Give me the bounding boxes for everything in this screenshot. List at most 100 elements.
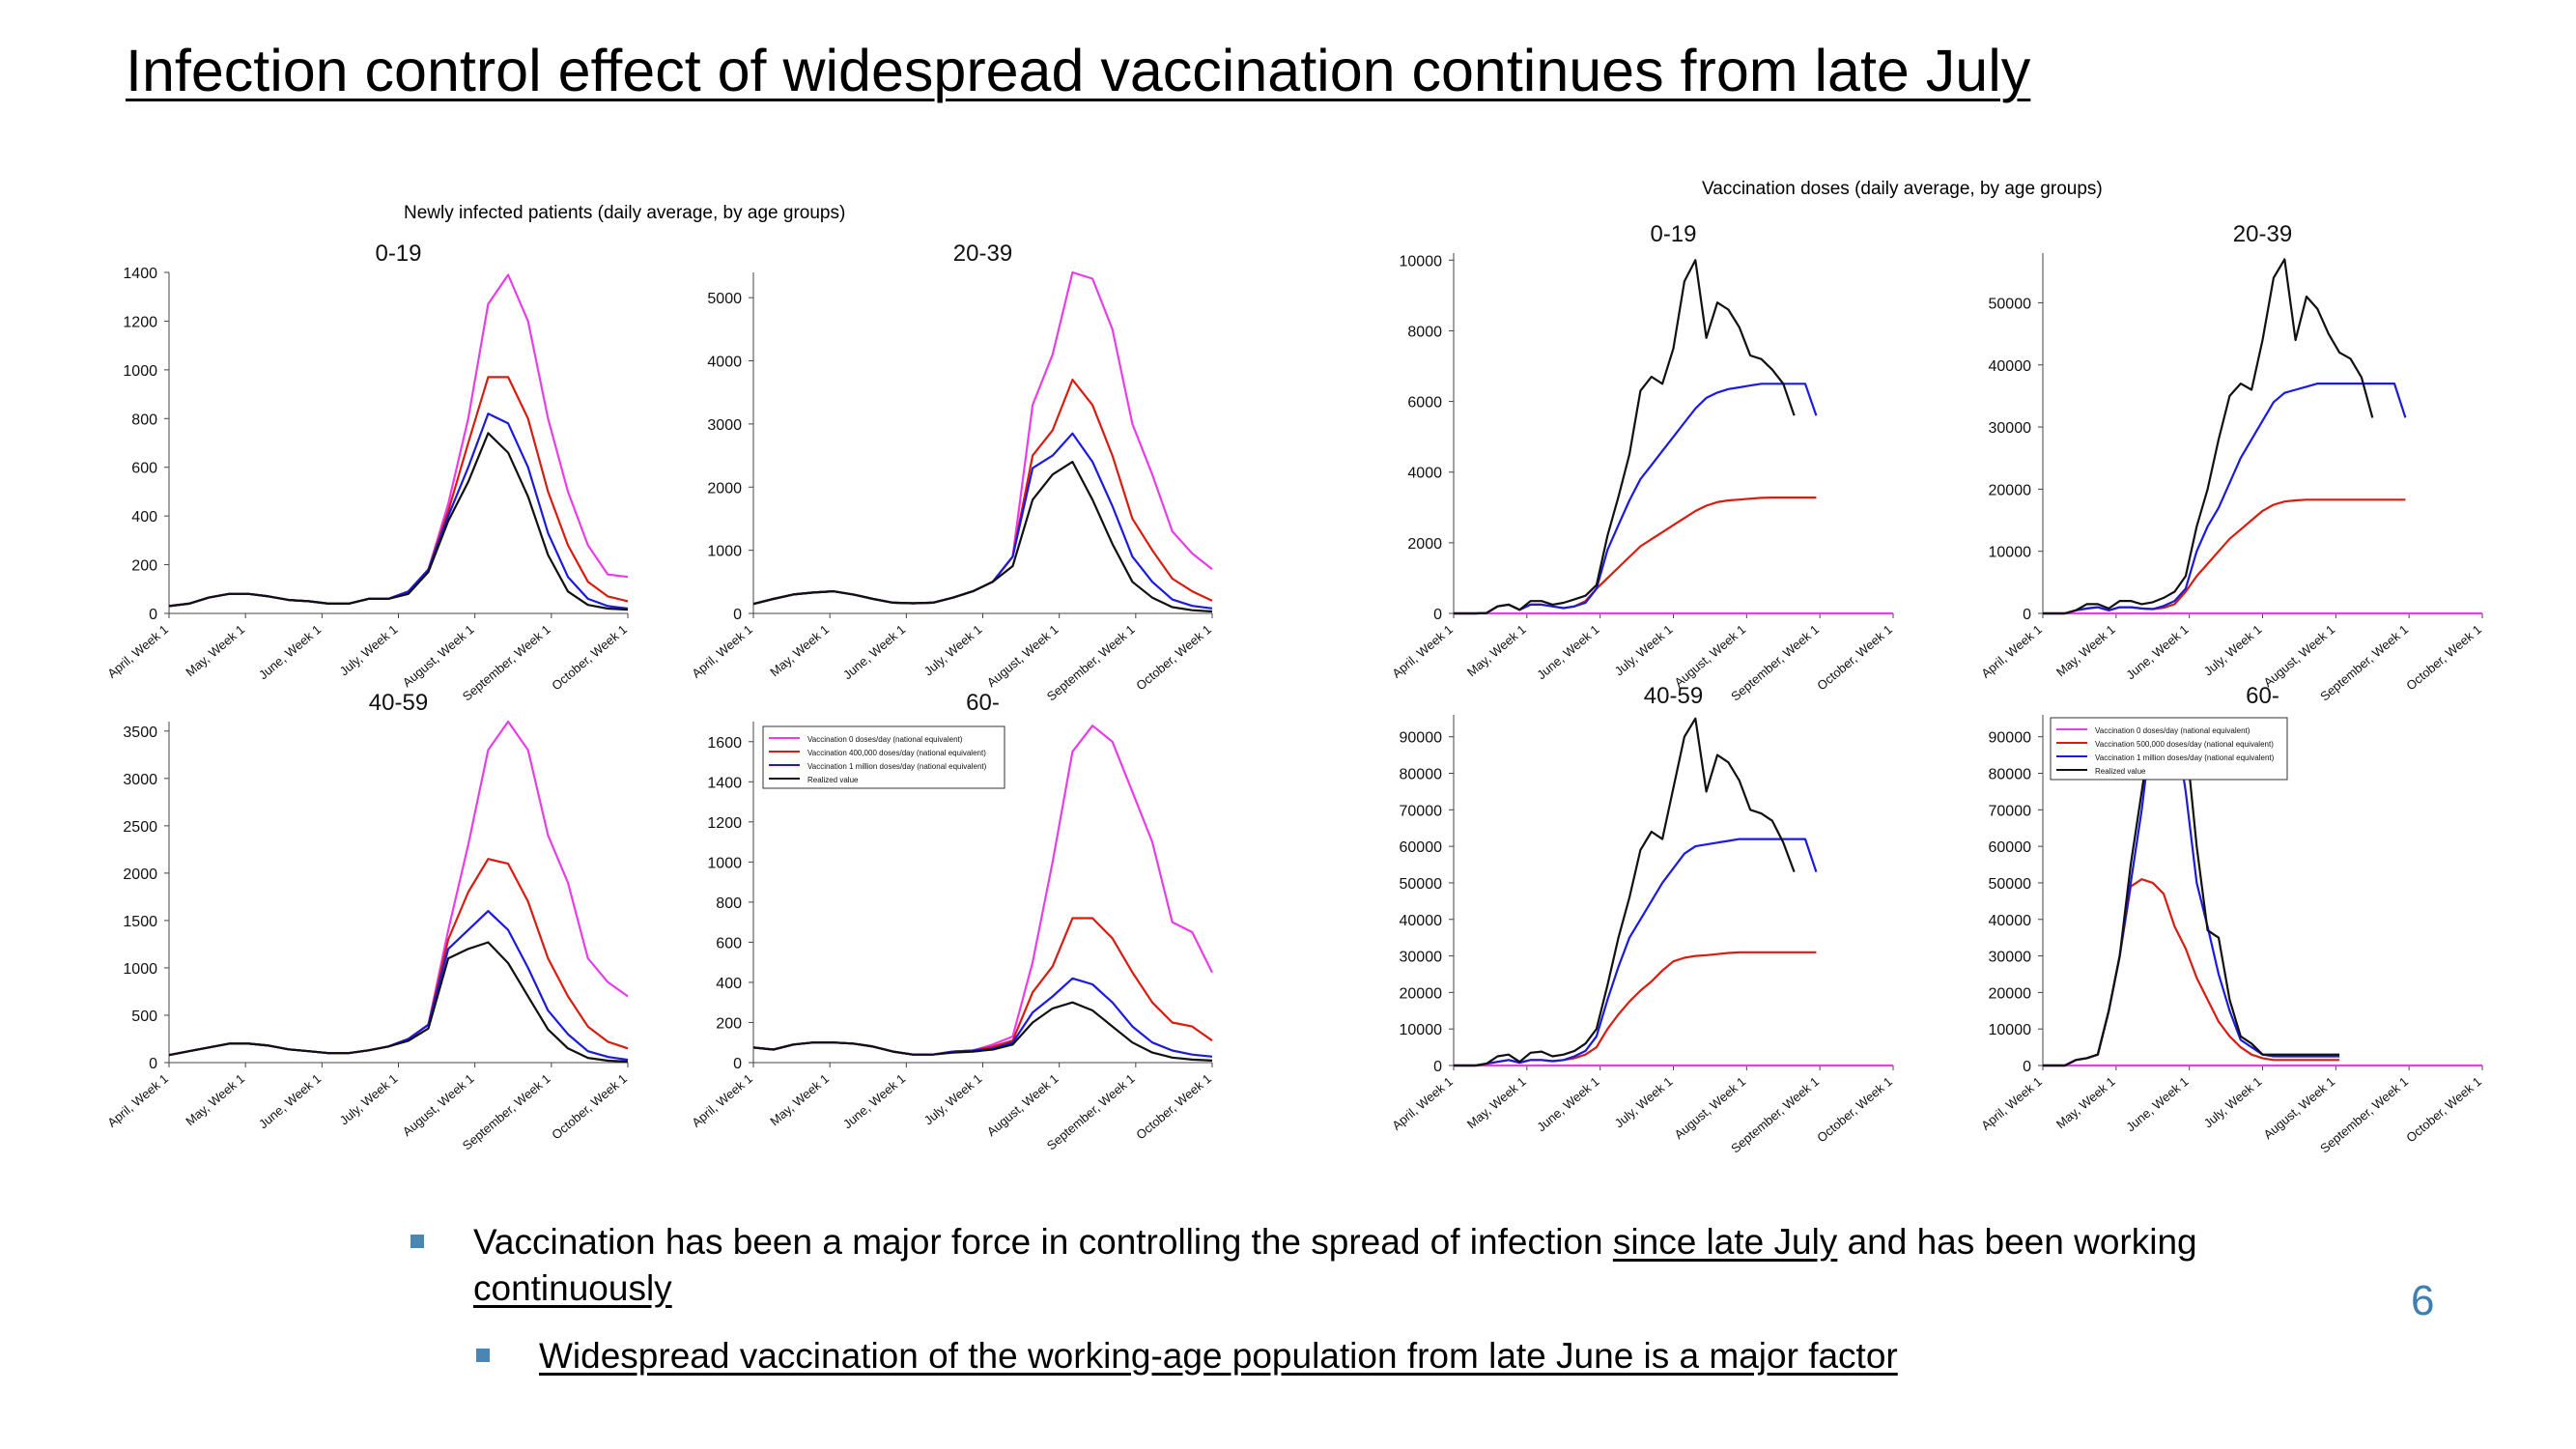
y-tick-label: 600 (131, 461, 157, 477)
x-tick-label: April, Week 1 (689, 1071, 755, 1130)
x-tick-label: October, Week 1 (1814, 1074, 1895, 1146)
y-tick-label: 4000 (707, 355, 742, 371)
slide-title: Infection control effect of widespread v… (126, 38, 2031, 103)
x-tick-label: April, Week 1 (1389, 1074, 1456, 1133)
panel-title: 0-19 (1650, 221, 1696, 247)
legend-label: Vaccination 1 million doses/day (nationa… (807, 762, 987, 771)
series-line (168, 720, 629, 1057)
bullet-list: Vaccination has been a major force in co… (410, 1219, 2246, 1379)
series-line (2043, 383, 2407, 615)
x-tick-label: August, Week 1 (1671, 1074, 1748, 1142)
bullet-main: Vaccination has been a major force in co… (410, 1219, 2246, 1312)
y-tick-label: 0 (2023, 1059, 2031, 1075)
series-line (1454, 838, 1818, 1067)
y-tick-label: 1000 (707, 544, 742, 560)
series-line (168, 376, 629, 608)
y-tick-label: 1000 (707, 855, 742, 871)
x-tick-label: May, Week 1 (1464, 1074, 1529, 1131)
y-tick-label: 400 (716, 976, 742, 992)
y-tick-label: 5000 (707, 291, 742, 307)
series-line (168, 910, 629, 1062)
y-tick-label: 30000 (1400, 950, 1443, 966)
legend-label: Vaccination 1 million doses/day (nationa… (2095, 753, 2275, 762)
y-tick-label: 20000 (1989, 482, 2032, 498)
y-tick-label: 8000 (1407, 324, 1442, 340)
y-tick-label: 40000 (1989, 913, 2032, 929)
panel-title: 0-19 (375, 241, 421, 267)
series-line (168, 858, 629, 1057)
y-tick-label: 3000 (123, 772, 157, 788)
infections-chart-60-plus: 60- 0 200 400 600 800 1000 1200 1400 1600 April, W… (689, 690, 1214, 1153)
vaccination-chart-60-plus: 60- 0 10000 20000 30000 40000 50000 60000 70000 8… (1978, 683, 2484, 1156)
y-tick-label: 0 (1433, 607, 1442, 623)
y-tick-label: 1400 (707, 775, 742, 791)
y-tick-label: 10000 (1989, 1022, 2032, 1038)
y-tick-label: 4000 (1407, 466, 1442, 482)
x-tick-label: July, Week 1 (337, 622, 401, 679)
y-tick-label: 10000 (1400, 253, 1443, 270)
x-tick-label: April, Week 1 (1978, 1074, 2045, 1133)
y-tick-label: 0 (733, 1056, 742, 1072)
x-tick-label: May, Week 1 (183, 622, 247, 679)
x-tick-label: April, Week 1 (104, 622, 171, 681)
x-tick-label: June, Week 1 (840, 1071, 908, 1131)
infections-chart-0-19: 0-19 0 200 400 600 800 1000 1200 1400 April, Week… (104, 241, 630, 704)
y-tick-label: 1000 (123, 961, 157, 978)
series-line (2043, 498, 2406, 615)
series-line (168, 412, 629, 611)
bullet-text: Vaccination has been a major force in co… (473, 1222, 1613, 1262)
y-tick-label: 80000 (1400, 767, 1443, 783)
series-line (752, 1001, 1213, 1062)
bullet-text-underlined: since late July (1612, 1222, 1838, 1262)
panel-title: 60- (2246, 683, 2279, 709)
y-tick-label: 2500 (123, 819, 157, 836)
x-tick-label: June, Week 1 (840, 622, 908, 682)
infections-group-title: Newly infected patients (daily average, … (404, 203, 846, 223)
panel-title: 20-39 (2233, 221, 2292, 247)
panel-title: 40-59 (1644, 683, 1703, 709)
x-tick-label: August, Week 1 (984, 1071, 1062, 1139)
y-tick-label: 40000 (1400, 913, 1443, 929)
x-tick-label: April, Week 1 (1389, 622, 1456, 681)
y-tick-label: 70000 (1400, 803, 1443, 819)
bullet-square-icon (410, 1235, 424, 1248)
y-tick-label: 3000 (707, 417, 742, 434)
y-tick-label: 10000 (1400, 1022, 1443, 1038)
legend-label: Vaccination 0 doses/day (national equiva… (2095, 726, 2250, 735)
series-line (1454, 497, 1817, 615)
vaccination-chart-40-59: 40-59 0 10000 20000 30000 40000 50000 60000 7000… (1389, 683, 1895, 1156)
y-tick-label: 6000 (1407, 395, 1442, 412)
series-line (752, 461, 1213, 613)
y-tick-label: 500 (131, 1009, 157, 1025)
x-tick-label: May, Week 1 (2053, 622, 2118, 679)
x-tick-label: June, Week 1 (1534, 1074, 1601, 1134)
x-tick-label: October, Week 1 (1133, 1071, 1214, 1143)
y-tick-label: 3500 (123, 724, 157, 741)
x-tick-label: June, Week 1 (256, 1071, 324, 1131)
y-tick-label: 0 (149, 607, 157, 623)
x-tick-label: May, Week 1 (767, 1071, 832, 1128)
x-tick-label: April, Week 1 (104, 1071, 171, 1130)
x-tick-label: July, Week 1 (2201, 1074, 2265, 1131)
y-tick-label: 20000 (1989, 985, 2032, 1002)
legend-label: Vaccination 400,000 doses/day (national … (807, 749, 986, 757)
y-tick-label: 90000 (1989, 730, 2032, 747)
x-tick-label: August, Week 1 (984, 622, 1062, 690)
infections-chart-40-59: 40-59 0 500 1000 1500 2000 2500 3000 3500 April, … (104, 690, 630, 1153)
y-tick-label: 60000 (1989, 839, 2032, 856)
x-tick-label: July, Week 1 (1612, 1074, 1676, 1131)
series-line (2043, 878, 2340, 1067)
y-tick-label: 1200 (123, 314, 157, 330)
x-tick-label: July, Week 1 (2201, 622, 2265, 679)
x-tick-label: July, Week 1 (921, 1071, 985, 1128)
legend-label: Realized value (807, 776, 859, 784)
vaccination-group-title: Vaccination doses (daily average, by age… (1702, 179, 2103, 199)
y-tick-label: 800 (716, 895, 742, 912)
x-tick-label: May, Week 1 (2053, 1074, 2118, 1131)
vaccination-chart-20-39: 20-39 0 10000 20000 30000 40000 50000 April, We… (1978, 221, 2484, 704)
series-line (1454, 951, 1817, 1067)
y-tick-label: 2000 (1407, 536, 1442, 553)
x-tick-label: July, Week 1 (921, 622, 985, 679)
y-tick-label: 0 (733, 607, 742, 623)
